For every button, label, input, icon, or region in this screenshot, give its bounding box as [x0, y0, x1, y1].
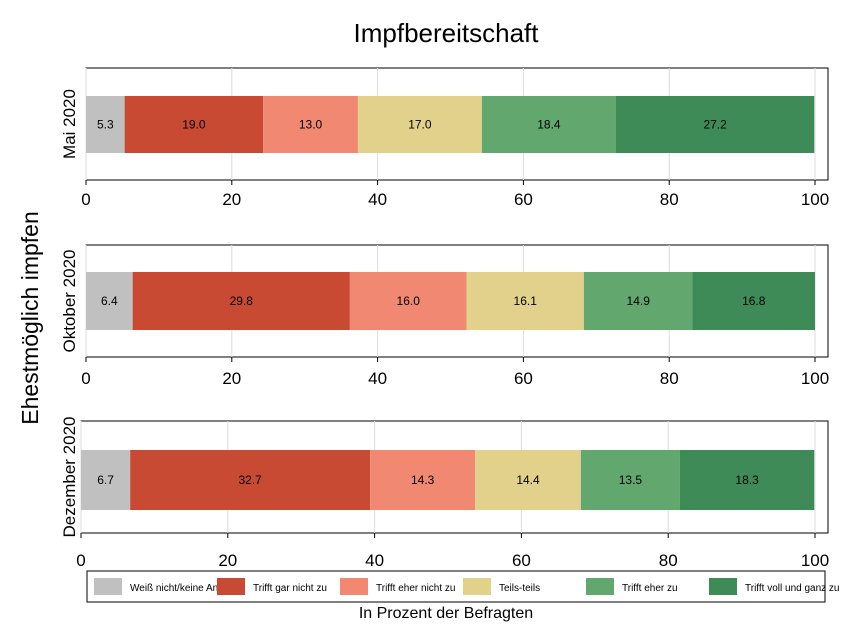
data-label: 29.8: [230, 294, 254, 308]
chart-title: Impfbereitschaft: [354, 18, 540, 48]
legend: Weiß nicht/keine Angabe Trifft gar nicht …: [86, 570, 840, 603]
bar-segment: [86, 96, 125, 153]
panel-label: Dezember 2020: [60, 417, 79, 538]
x-tick-label: 100: [801, 369, 829, 388]
x-tick-label: 40: [365, 551, 384, 570]
data-label: 14.3: [411, 473, 435, 487]
data-label: 16.8: [742, 294, 766, 308]
panel: 0 20 40 60 80 100 5.3 19.0 13.0 17.0 18.4 27.2 Mai 2…: [60, 67, 829, 209]
legend-label: Trifft voll und ganz zu: [745, 583, 840, 594]
legend-label: Trifft eher zu: [622, 583, 678, 594]
bar-segment: [679, 450, 815, 510]
x-tick-label: 40: [368, 369, 387, 388]
data-label: 13.0: [299, 118, 323, 132]
x-tick-label: 100: [801, 551, 829, 570]
data-label: 16.1: [514, 294, 538, 308]
data-label: 32.7: [239, 473, 263, 487]
x-tick-label: 60: [512, 551, 531, 570]
bar-segment: [580, 450, 680, 510]
x-tick-label: 60: [514, 190, 533, 209]
panel-label: Oktober 2020: [60, 249, 79, 352]
x-tick-label: 0: [81, 369, 90, 388]
x-tick-label: 60: [514, 369, 533, 388]
data-label: 6.4: [101, 294, 118, 308]
data-label: 5.3: [97, 118, 114, 132]
bar-segment: [130, 450, 371, 510]
bar-segment: [124, 96, 264, 153]
legend-swatch: [463, 578, 491, 595]
bar-segment: [466, 272, 584, 330]
x-tick-label: 80: [660, 190, 679, 209]
bar-segment: [349, 272, 467, 330]
panel-label: Mai 2020: [60, 89, 79, 159]
legend-label: Trifft eher nicht zu: [376, 583, 455, 594]
x-axis-label: In Prozent der Befragten: [359, 605, 533, 622]
data-label: 14.4: [516, 473, 540, 487]
bar-segment: [370, 450, 476, 510]
panel: 0 20 40 60 80 100 6.4 29.8 16.0 16.1 14.9 16.8 Oktob…: [60, 244, 829, 388]
x-tick-label: 100: [801, 190, 829, 209]
x-tick-label: 20: [222, 369, 241, 388]
bar-segment: [615, 96, 815, 153]
bar-segment: [81, 450, 131, 510]
y-axis-label: Ehestmöglich impfen: [17, 211, 43, 425]
bar-segment: [357, 96, 482, 153]
data-label: 16.0: [397, 294, 421, 308]
data-label: 18.4: [537, 118, 561, 132]
bar-segment: [132, 272, 350, 330]
legend-frame: [86, 570, 826, 603]
data-label: 6.7: [97, 473, 114, 487]
x-tick-label: 0: [81, 190, 90, 209]
data-label: 18.3: [735, 473, 759, 487]
legend-swatch: [217, 578, 245, 595]
legend-label: Teils-teils: [499, 583, 540, 594]
x-tick-label: 80: [659, 551, 678, 570]
bar-segment: [475, 450, 581, 510]
data-label: 13.5: [619, 473, 643, 487]
x-tick-label: 20: [218, 551, 237, 570]
bar-segment: [583, 272, 693, 330]
bar-segment: [692, 272, 815, 330]
x-tick-label: 80: [660, 369, 679, 388]
data-label: 17.0: [408, 118, 432, 132]
legend-label: Trifft gar nicht zu: [253, 583, 327, 594]
data-label: 27.2: [703, 118, 727, 132]
legend-swatch: [94, 578, 122, 595]
x-tick-label: 40: [368, 190, 387, 209]
bar-segment: [86, 272, 133, 330]
x-tick-label: 20: [222, 190, 241, 209]
panels: 0 20 40 60 80 100 5.3 19.0 13.0 17.0 18.4 27.2 Mai 2…: [60, 67, 829, 570]
legend-label: Weiß nicht/keine Angabe: [130, 583, 241, 594]
legend-swatch: [340, 578, 368, 595]
panel: 0 20 40 60 80 100 6.7 32.7 14.3 14.4 13.5 18.3 Dezem…: [60, 417, 829, 570]
data-label: 19.0: [182, 118, 206, 132]
bar-segment: [481, 96, 616, 153]
bar-segment: [263, 96, 358, 153]
legend-swatch: [709, 578, 737, 595]
x-tick-label: 0: [76, 551, 85, 570]
legend-swatch: [586, 578, 614, 595]
data-label: 14.9: [627, 294, 651, 308]
